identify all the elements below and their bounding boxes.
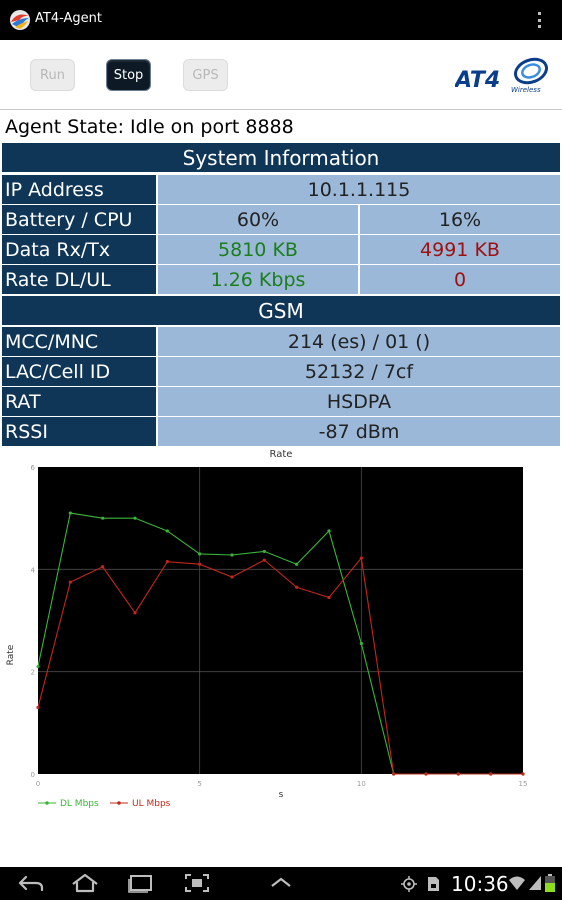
ul-mbps-point: [230, 575, 234, 579]
plot-area: [38, 467, 523, 774]
tx-value: 4991 KB: [360, 235, 560, 264]
stop-button[interactable]: Stop: [106, 59, 151, 91]
signal-icon: [529, 876, 541, 890]
home-icon[interactable]: [70, 872, 100, 894]
overflow-menu-icon[interactable]: [534, 11, 544, 29]
dl-mbps-point: [262, 549, 266, 554]
grid-lines: [38, 467, 523, 774]
chevron-up-icon[interactable]: [266, 872, 296, 894]
dl-mbps-legend-marker: [45, 801, 49, 805]
system-information-header: System Information: [2, 143, 560, 172]
ul-mbps-point: [521, 772, 525, 776]
y-tick-label: 4: [31, 566, 36, 574]
x-tick-label: 0: [36, 780, 40, 788]
gps-button[interactable]: GPS: [183, 59, 228, 91]
ul-mbps-point: [198, 562, 202, 566]
recent-apps-icon[interactable]: [126, 872, 156, 894]
system-nav-bar: 10:36: [0, 867, 562, 900]
ul-mbps-point: [295, 585, 299, 589]
dl-mbps-point: [36, 664, 40, 669]
rate-chart-svg: Rate 0 5 10 15 0 2 4 6 s Rate DL Mbps UL Mbps: [6, 449, 528, 809]
x-tick-label: 10: [357, 780, 366, 788]
ul-mbps-point: [101, 565, 105, 569]
ip-address-value: 10.1.1.115: [158, 175, 560, 204]
ul-mbps-point: [489, 772, 493, 776]
rx-value: 5810 KB: [158, 235, 358, 264]
rat-label: RAT: [2, 387, 156, 416]
gsm-header: GSM: [2, 296, 560, 325]
ul-mbps-point: [165, 560, 169, 564]
gps-status-icon: [401, 876, 417, 892]
run-button[interactable]: Run: [30, 59, 75, 91]
ul-mbps-point: [262, 558, 266, 562]
rate-dl-ul-label: Rate DL/UL: [2, 265, 156, 294]
rssi-label: RSSI: [2, 417, 156, 446]
x-tick-label: 5: [197, 780, 201, 788]
mcc-mnc-label: MCC/MNC: [2, 327, 156, 356]
lac-cell-id-label: LAC/Cell ID: [2, 357, 156, 386]
dl-rate-value: 1.26 Kbps: [158, 265, 358, 294]
ul-mbps-point: [359, 556, 363, 560]
ul-mbps-point: [133, 611, 137, 615]
axis-ticks: 0 5 10 15 0 2 4 6: [31, 464, 528, 788]
dl-mbps-point: [165, 529, 169, 533]
ul-rate-value: 0: [360, 265, 560, 294]
logo-text: AT4: [455, 68, 500, 93]
series-lines: [36, 511, 525, 776]
wifi-icon: [509, 876, 525, 890]
rate-chart: Rate 0 5 10 15 0 2 4 6 s Rate DL Mbps UL Mbps: [0, 445, 562, 825]
dl-mbps-point: [198, 552, 202, 556]
ul-mbps-point: [424, 772, 428, 776]
app-title: AT4-Agent: [35, 11, 102, 26]
cpu-value: 16%: [360, 205, 560, 234]
ul-mbps-point: [392, 772, 396, 776]
x-tick-label: 15: [519, 780, 528, 788]
rssi-value: -87 dBm: [158, 417, 560, 446]
dl-mbps-legend-label: DL Mbps: [60, 799, 99, 809]
back-icon[interactable]: [16, 872, 46, 894]
logo-subtext: Wireless: [511, 86, 541, 94]
at4-app-icon: [10, 10, 30, 30]
ul-mbps-legend-label: UL Mbps: [132, 799, 171, 809]
status-clock: 10:36: [451, 872, 509, 896]
at4-wireless-logo: AT4 Wireless: [455, 57, 548, 94]
dl-mbps-point: [101, 516, 105, 520]
ul-mbps-point: [456, 772, 460, 776]
sd-card-icon: [428, 877, 439, 891]
dl-mbps-point: [230, 553, 234, 557]
ul-mbps-point: [36, 705, 40, 710]
y-tick-label: 0: [31, 771, 35, 779]
rat-value: HSDPA: [158, 387, 560, 416]
dl-mbps-point: [327, 529, 331, 533]
lac-cell-id-value: 52132 / 7cf: [158, 357, 560, 386]
chart-title: Rate: [270, 449, 293, 460]
ul-mbps-point: [68, 580, 72, 584]
ul-mbps-point: [327, 595, 331, 600]
mcc-mnc-value: 214 (es) / 01 (): [158, 327, 560, 356]
action-bar: AT4-Agent: [0, 0, 562, 40]
dl-mbps-point: [295, 562, 299, 566]
y-tick-label: 6: [31, 464, 36, 472]
ip-address-label: IP Address: [2, 175, 156, 204]
agent-state-text: Agent State: Idle on port 8888: [5, 116, 294, 138]
battery-icon: [545, 874, 555, 892]
screenshot-icon[interactable]: [182, 872, 212, 894]
x-axis-label: s: [279, 790, 284, 800]
data-rx-tx-label: Data Rx/Tx: [2, 235, 156, 264]
dl-mbps-point: [133, 516, 137, 520]
y-tick-label: 2: [31, 669, 35, 677]
toolbar: Run Stop GPS: [0, 40, 562, 110]
battery-value: 60%: [158, 205, 358, 234]
battery-cpu-label: Battery / CPU: [2, 205, 156, 234]
ul-mbps-series-line: [37, 556, 523, 775]
y-axis-label: Rate: [6, 644, 16, 665]
dl-mbps-point: [359, 641, 363, 646]
dl-mbps-point: [68, 511, 72, 515]
chart-legend: DL Mbps UL Mbps: [38, 799, 171, 809]
ul-mbps-legend-marker: [117, 801, 121, 805]
